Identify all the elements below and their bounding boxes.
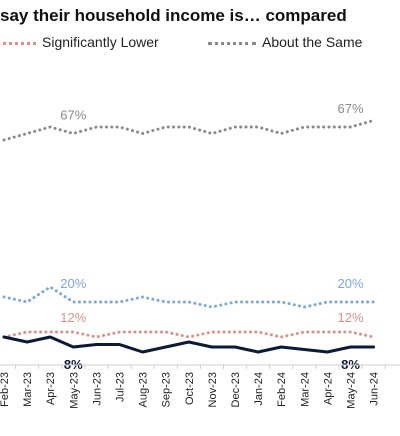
chart-title: say their household income is… compared [0, 6, 347, 25]
x-tick-label: Mar-23 [22, 372, 34, 407]
legend-swatch-about-the-same [208, 41, 256, 45]
legend-label-significantly-lower: Significantly Lower [42, 34, 159, 50]
legend: Significantly Lower About the Same [0, 34, 400, 52]
x-tick-label: Feb-24 [276, 372, 288, 407]
series-line-same [2, 119, 376, 142]
x-tick-label: Nov-23 [207, 372, 219, 407]
legend-swatch-significantly-lower [0, 41, 36, 45]
series-line-slightly_lower [2, 285, 376, 309]
data-label-slightly_lower: 20% [60, 276, 86, 291]
x-tick-label: Jul-23 [115, 372, 127, 402]
series-line-significantly_lower [2, 330, 376, 339]
x-tick-label: Jan-24 [253, 372, 265, 406]
series-line-higher [2, 335, 376, 354]
x-tick-label: Sep-23 [161, 372, 173, 407]
data-label-significantly_lower: 12% [60, 310, 86, 325]
legend-item-significantly-lower: Significantly Lower [0, 34, 159, 50]
x-tick-label: Dec-23 [230, 372, 242, 407]
series-layer [2, 119, 376, 354]
x-tick-label: May-24 [346, 372, 358, 409]
x-tick-label: Jun-23 [91, 372, 103, 406]
x-tick-label: Oct-23 [184, 372, 196, 405]
x-axis: Feb-23 Mar-23 Apr-23 May-23 Jun-23 Jul-23 Aug-… [0, 364, 400, 409]
x-tick-label: Apr-24 [322, 372, 334, 405]
legend-label-about-the-same: About the Same [262, 34, 363, 50]
data-label-same: 67% [60, 108, 86, 123]
x-tick-label: Apr-23 [45, 372, 57, 405]
data-label-slightly_lower: 20% [337, 276, 363, 291]
x-tick-label: Jun-24 [369, 372, 381, 406]
data-labels-layer: 67% 67%20% 20%12% 12%8% 8% [60, 101, 364, 372]
legend-item-about-the-same: About the Same [208, 34, 362, 50]
x-tick-label: May-23 [68, 372, 80, 409]
x-tick-label: Mar-24 [299, 372, 311, 407]
data-label-same: 67% [337, 101, 363, 116]
x-tick-label: Aug-23 [138, 372, 150, 407]
data-label-significantly_lower: 12% [337, 310, 363, 325]
x-tick-label: Feb-23 [0, 372, 11, 407]
